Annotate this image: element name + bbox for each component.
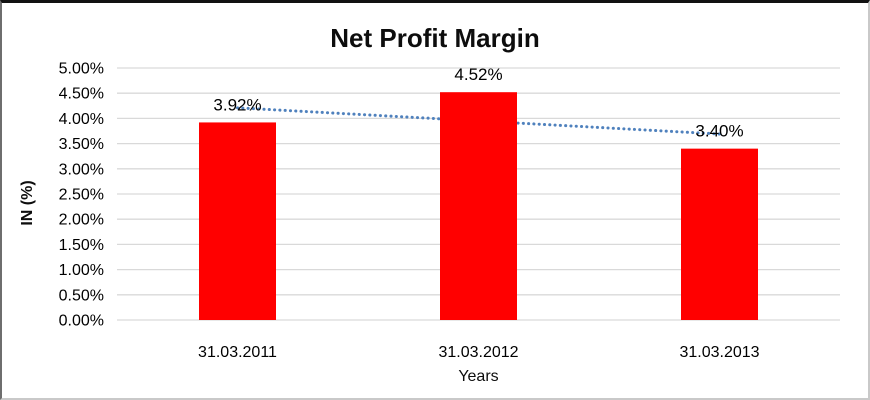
bar-data-label: 3.40% <box>695 122 743 141</box>
y-tick-label: 1.50% <box>59 237 104 254</box>
y-tick-label: 4.00% <box>59 111 104 128</box>
plot-area: 0.00% 0.50% 1.00% 1.50% 2.00% 2.50% 3.00% 3.50%… <box>59 61 840 361</box>
bar-data-label: 3.92% <box>213 95 261 114</box>
y-tick-label: 5.00% <box>59 61 104 78</box>
trendline <box>236 106 721 136</box>
y-tick-label: 3.00% <box>59 161 104 178</box>
y-tick-label: 2.00% <box>59 212 104 229</box>
y-tick-label: 4.50% <box>59 86 104 103</box>
x-tick-label: 31.03.2012 <box>438 344 518 361</box>
y-tick-label: 0.00% <box>59 313 104 330</box>
bar <box>199 122 276 320</box>
bar-data-label: 4.52% <box>454 65 502 84</box>
bar <box>440 92 517 320</box>
y-tick-label: 2.50% <box>59 187 104 204</box>
bar <box>681 148 758 320</box>
x-tick-label: 31.03.2011 <box>198 344 277 361</box>
y-tick-label: 3.50% <box>59 136 104 153</box>
chart-title: Net Profit Margin <box>330 23 540 53</box>
y-tick-label: 1.00% <box>59 262 104 279</box>
y-tick-label: 0.50% <box>59 287 104 304</box>
x-tick-label: 31.03.2013 <box>679 344 759 361</box>
x-axis-title: Years <box>458 368 499 385</box>
